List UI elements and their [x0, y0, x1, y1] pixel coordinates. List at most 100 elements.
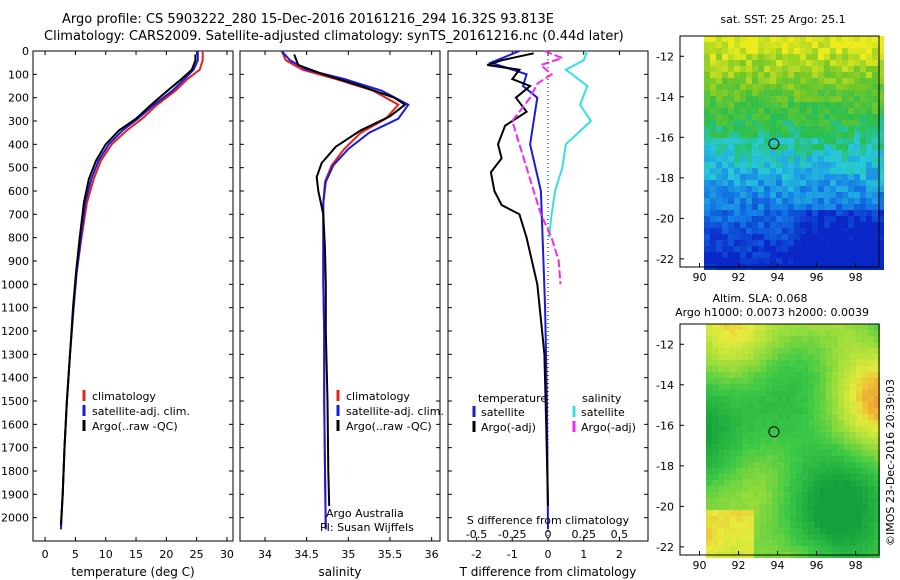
heatmap-cell — [802, 354, 808, 360]
heatmap-cell — [730, 504, 736, 510]
heatmap-cell — [790, 450, 796, 456]
heatmap-cell — [724, 402, 730, 408]
heatmap-cell — [718, 396, 724, 402]
heatmap-cell — [706, 438, 712, 444]
heatmap-cell — [730, 468, 736, 474]
heatmap-cell — [832, 522, 838, 528]
heatmap-cell — [734, 210, 740, 216]
heatmap-cell — [862, 354, 868, 360]
heatmap-cell — [746, 36, 752, 42]
heatmap-cell — [794, 240, 800, 246]
heatmap-cell — [776, 210, 782, 216]
heatmap-cell — [728, 72, 734, 78]
heatmap-cell — [704, 132, 710, 138]
heatmap-cell — [868, 366, 874, 372]
heatmap-cell — [704, 258, 710, 264]
heatmap-cell — [848, 150, 854, 156]
heatmap-cell — [730, 348, 736, 354]
heatmap-cell — [806, 66, 812, 72]
depth-tick-label: 500 — [8, 162, 29, 175]
heatmap-cell — [776, 72, 782, 78]
heatmap-cell — [842, 108, 848, 114]
heatmap-cell — [860, 120, 866, 126]
heatmap-cell — [800, 90, 806, 96]
heatmap-cell — [734, 84, 740, 90]
heatmap-cell — [850, 396, 856, 402]
heatmap-cell — [874, 480, 880, 486]
heatmap-cell — [878, 210, 884, 216]
heatmap-cell — [808, 432, 814, 438]
heatmap-cell — [866, 216, 872, 222]
heatmap-cell — [706, 408, 712, 414]
heatmap-cell — [832, 372, 838, 378]
heatmap-cell — [824, 186, 830, 192]
heatmap-cell — [854, 72, 860, 78]
heatmap-cell — [802, 504, 808, 510]
heatmap-cell — [742, 414, 748, 420]
heatmap-cell — [820, 486, 826, 492]
heatmap-cell — [820, 498, 826, 504]
x-tick-label: 25 — [190, 548, 204, 561]
heatmap-cell — [808, 480, 814, 486]
heatmap-cell — [724, 462, 730, 468]
heatmap-cell — [794, 132, 800, 138]
heatmap-cell — [712, 492, 718, 498]
heatmap-cell — [746, 174, 752, 180]
heatmap-cell — [736, 330, 742, 336]
heatmap-cell — [754, 456, 760, 462]
heatmap-cell — [812, 156, 818, 162]
heatmap-cell — [824, 42, 830, 48]
heatmap-cell — [820, 444, 826, 450]
heatmap-cell — [820, 378, 826, 384]
heatmap-cell — [778, 474, 784, 480]
heatmap-cell — [746, 144, 752, 150]
heatmap-cell — [794, 126, 800, 132]
heatmap-cell — [796, 360, 802, 366]
heatmap-cell — [742, 486, 748, 492]
heatmap-cell — [724, 366, 730, 372]
heatmap-cell — [772, 492, 778, 498]
heatmap-cell — [850, 522, 856, 528]
heatmap-cell — [806, 180, 812, 186]
heatmap-cell — [730, 462, 736, 468]
heatmap-cell — [728, 126, 734, 132]
heatmap-cell — [796, 378, 802, 384]
heatmap-cell — [778, 516, 784, 522]
heatmap-cell — [854, 114, 860, 120]
heatmap-cell — [734, 246, 740, 252]
heatmap-cell — [722, 210, 728, 216]
heatmap-cell — [754, 366, 760, 372]
heatmap-cell — [862, 468, 868, 474]
heatmap-cell — [784, 540, 790, 546]
heatmap-cell — [796, 534, 802, 540]
heatmap-cell — [790, 330, 796, 336]
heatmap-cell — [878, 252, 884, 258]
heatmap-cell — [800, 126, 806, 132]
heatmap-cell — [818, 114, 824, 120]
heatmap-cell — [754, 414, 760, 420]
heatmap-cell — [800, 186, 806, 192]
heatmap-cell — [832, 462, 838, 468]
heatmap-cell — [716, 234, 722, 240]
heatmap-cell — [770, 258, 776, 264]
heatmap-cell — [734, 198, 740, 204]
heatmap-cell — [718, 354, 724, 360]
heatmap-cell — [772, 426, 778, 432]
heatmap-cell — [712, 342, 718, 348]
temperature-xlabel: temperature (deg C) — [71, 565, 194, 579]
heatmap-cell — [742, 480, 748, 486]
heatmap-cell — [784, 426, 790, 432]
heatmap-cell — [716, 198, 722, 204]
heatmap-cell — [866, 120, 872, 126]
heatmap-cell — [796, 330, 802, 336]
heatmap-cell — [812, 96, 818, 102]
heatmap-cell — [856, 372, 862, 378]
heatmap-cell — [808, 522, 814, 528]
heatmap-cell — [752, 168, 758, 174]
heatmap-cell — [836, 84, 842, 90]
heatmap-cell — [826, 414, 832, 420]
heatmap-cell — [712, 354, 718, 360]
heatmap-cell — [716, 84, 722, 90]
heatmap-cell — [742, 426, 748, 432]
heatmap-cell — [766, 462, 772, 468]
